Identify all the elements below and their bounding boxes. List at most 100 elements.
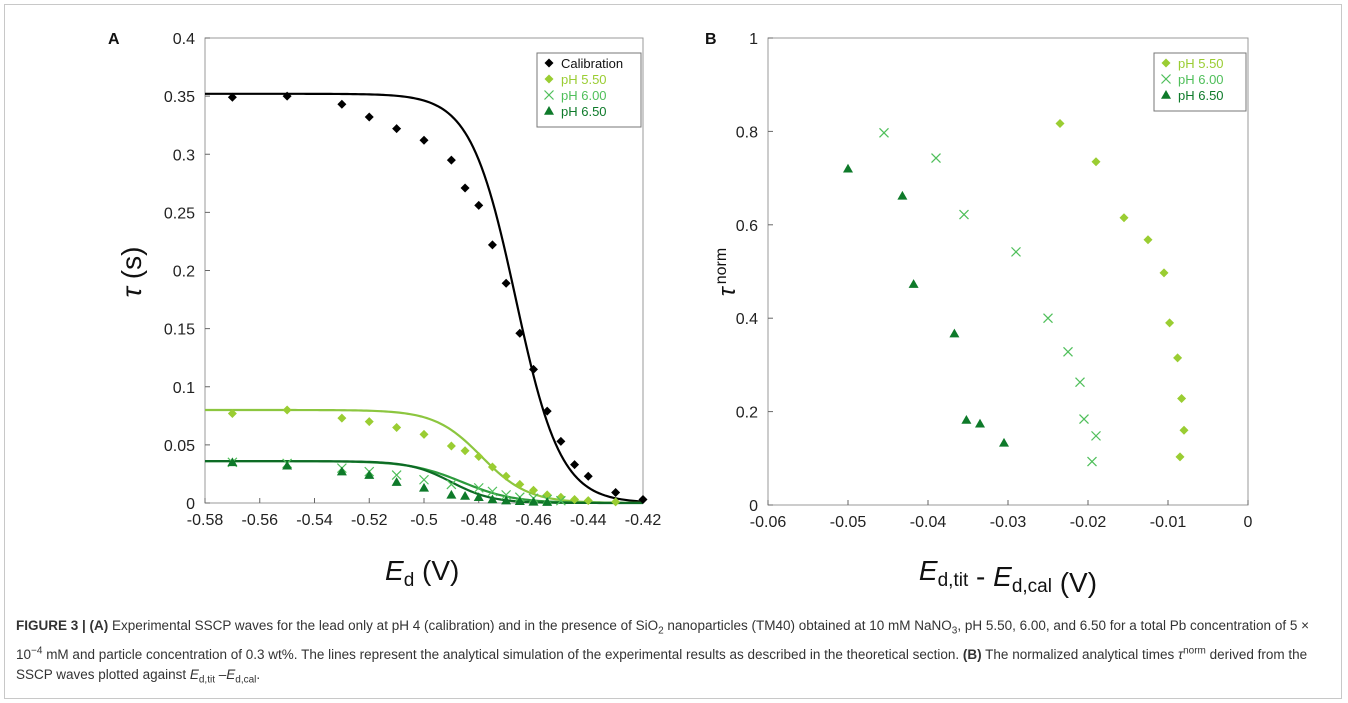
data-point (460, 491, 471, 500)
data-point (556, 436, 566, 446)
data-point (931, 153, 941, 163)
data-point (446, 479, 457, 490)
data-point (528, 496, 539, 506)
x-tick-label: -0.01 (1150, 514, 1187, 531)
data-point (501, 489, 512, 500)
caption-fragment: . (256, 667, 261, 683)
legend-box (536, 52, 642, 128)
data-point (583, 471, 593, 481)
data-point (227, 457, 238, 467)
data-point (975, 418, 985, 428)
caption-fragment: d,cal (235, 674, 257, 686)
y-tick-label: 0.35 (164, 89, 195, 106)
x-tick-label: -0.42 (625, 512, 662, 529)
series-0 (227, 91, 648, 505)
caption-fragment: nanoparticles (TM40) obtained at 10 mM N… (663, 618, 952, 633)
data-point (364, 417, 374, 427)
series-3 (227, 457, 553, 506)
legend-label: pH 6.00 (1178, 72, 1224, 87)
figure-caption: FIGURE 3 | (A) Experimental SSCP waves f… (16, 616, 1332, 691)
caption-figure-label: FIGURE 3 | (16, 618, 90, 633)
data-point (501, 278, 511, 288)
data-point (364, 112, 374, 122)
data-point (583, 496, 593, 506)
y-tick-label: 0 (749, 498, 758, 515)
x-tick-label: -0.02 (1070, 514, 1107, 531)
data-point (529, 364, 538, 374)
data-point (1091, 157, 1101, 167)
data-point (514, 496, 525, 506)
data-point (515, 479, 525, 489)
data-point (391, 470, 402, 481)
data-point (501, 495, 512, 505)
caption-fragment: 2 (658, 625, 664, 637)
data-point (446, 441, 456, 451)
data-point (227, 92, 237, 102)
data-point (364, 470, 375, 479)
x-tick-label: -0.58 (187, 512, 224, 529)
y-tick-label: 0.8 (736, 124, 758, 141)
data-point (1043, 313, 1053, 324)
data-point (460, 183, 470, 193)
caption-fragment: d,tit (198, 674, 215, 686)
legend-label: pH 6.00 (561, 88, 607, 103)
caption-fragment: – (215, 667, 227, 683)
data-point (1159, 268, 1169, 278)
caption-fragment: E (226, 667, 236, 683)
data-point (556, 492, 566, 502)
caption-fragment: norm (1183, 645, 1206, 657)
data-point (419, 474, 429, 485)
x-axis-label: Ed,tit - Ed,cal (V) (919, 555, 1097, 598)
y-axis-label: τnorm (713, 248, 741, 296)
legend-label: Calibration (561, 56, 623, 71)
legend-marker (1161, 90, 1171, 99)
y-tick-label: 0.4 (736, 311, 758, 328)
caption-fragment: −4 (31, 645, 43, 657)
y-tick-label: 1 (749, 31, 758, 48)
data-point (961, 415, 972, 424)
x-tick-label: -0.56 (242, 512, 279, 529)
y-tick-label: 0.2 (173, 264, 195, 281)
data-point (487, 494, 498, 504)
figure-frame (4, 4, 1342, 699)
data-point (282, 91, 292, 101)
series-1 (879, 127, 1101, 467)
x-tick-label: -0.52 (351, 512, 388, 529)
data-point (1011, 246, 1021, 257)
data-point (908, 279, 919, 288)
caption-fragment: The normalized analytical times (981, 647, 1179, 663)
data-point (392, 422, 402, 432)
data-point (515, 328, 525, 338)
legend-marker (544, 74, 554, 84)
x-tick-label: -0.05 (830, 514, 867, 531)
y-tick-label: 0.05 (164, 438, 195, 455)
fit-line-1 (205, 408, 644, 505)
y-tick-label: 0.15 (164, 322, 195, 339)
y-tick-label: 0.3 (173, 147, 195, 164)
y-tick-label: 0.6 (736, 218, 758, 235)
data-point (474, 452, 484, 461)
caption-fragment: E (189, 667, 199, 683)
data-point (419, 135, 429, 145)
data-point (419, 482, 429, 492)
data-point (1087, 456, 1097, 467)
data-point (1179, 425, 1189, 435)
legend-marker (544, 58, 554, 68)
y-tick-label: 0.2 (736, 405, 758, 422)
data-point (1079, 414, 1089, 424)
data-point (843, 163, 853, 173)
data-point (542, 497, 553, 506)
data-point (392, 124, 402, 134)
data-point (570, 460, 580, 470)
data-point (487, 462, 497, 472)
y-tick-label: 0.1 (173, 380, 195, 397)
data-point (1177, 394, 1187, 404)
x-tick-label: -0.44 (570, 512, 607, 529)
chart-panel-b: B 0 0.2 0.4 0.6 0.8 1 -0.06 -0.05 -0.04 -0.03 -0.02… (705, 31, 1253, 598)
y-tick-label: 0 (186, 496, 195, 513)
data-point (611, 497, 621, 507)
chart-panel-a: A 0 0.05 0.1 0.15 0.2 0.25 0.3 0.35 0.4 -0.58 -0.56… (108, 31, 662, 591)
data-point (487, 240, 497, 250)
caption-fragment: mM and particle concentration of 0.3 wt%… (42, 647, 963, 663)
data-point (1165, 318, 1175, 328)
